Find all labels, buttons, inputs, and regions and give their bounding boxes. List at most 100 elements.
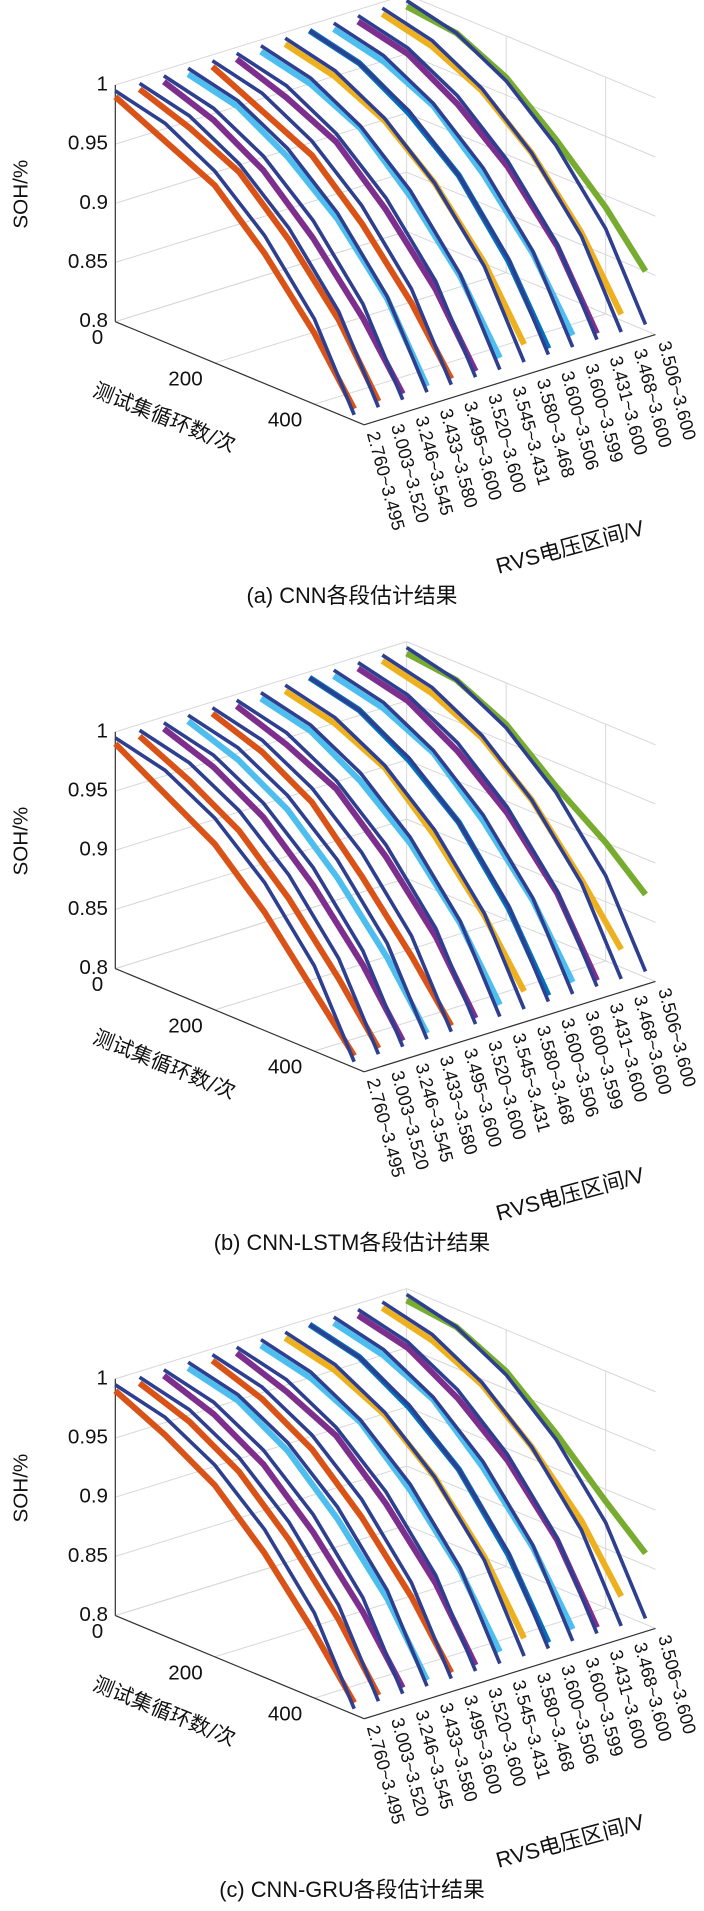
reference-line [308, 676, 551, 1003]
reference-line [211, 706, 453, 1033]
x-tick-label: 0 [92, 326, 103, 349]
reference-line [162, 1368, 405, 1695]
y-axis-label: RVS电压区间/V [493, 1809, 647, 1873]
reference-line [332, 668, 575, 995]
grid-line [115, 1465, 407, 1557]
reference-line [308, 29, 551, 356]
caption: (a) CNN各段估计结果 [246, 583, 457, 608]
estimate-line [162, 79, 406, 396]
panel: 0.80.850.90.95102004002.760~3.4953.003~3… [9, 1288, 700, 1902]
reference-line [284, 1330, 526, 1657]
z-tick-label: 0.9 [79, 1485, 108, 1508]
grid-line [115, 0, 392, 86]
panel: 0.80.850.90.95102004002.760~3.4953.003~3… [9, 0, 700, 608]
reference-line [381, 653, 623, 980]
z-tick-label: 0.9 [79, 191, 108, 214]
estimate-line [137, 733, 382, 1050]
estimate-line [405, 650, 648, 897]
estimate-line [186, 1365, 430, 1682]
grid-line [115, 171, 407, 263]
z-tick-label: 0.95 [68, 132, 108, 155]
grid-line [418, 0, 656, 99]
grid-line [406, 171, 656, 276]
reference-line [162, 74, 405, 401]
y-axis-label: RVS电压区间/V [493, 1162, 647, 1226]
reference-line [235, 1345, 478, 1672]
grid-line [406, 641, 656, 746]
reference-line [211, 59, 453, 386]
reference-line [284, 36, 526, 363]
reference-line [381, 6, 623, 333]
reference-line [187, 1360, 429, 1687]
estimate-line [210, 1358, 454, 1675]
z-axis-label: SOH/% [9, 807, 32, 876]
x-tick-label: 200 [168, 1014, 202, 1037]
x-tick-label: 0 [92, 1620, 103, 1643]
y-axis [363, 333, 656, 426]
z-tick-label: 0.8 [79, 956, 108, 979]
x-tick-label: 400 [268, 1703, 302, 1726]
estimate-line [186, 718, 430, 1035]
grid-line [406, 818, 656, 923]
caption: (c) CNN-GRU各段估计结果 [219, 1877, 485, 1902]
x-axis [115, 1615, 365, 1720]
panel: 0.80.850.90.95102004002.760~3.4953.003~3… [9, 641, 700, 1255]
z-tick-label: 0.95 [68, 779, 108, 802]
reference-line [357, 1308, 599, 1635]
x-axis-label: 测试集循环数/次 [90, 1025, 239, 1104]
x-axis-label: 测试集循环数/次 [90, 378, 239, 457]
reference-line [235, 51, 478, 378]
reference-line [138, 1375, 381, 1702]
x-tick-label: 400 [268, 1056, 302, 1079]
reference-line [138, 728, 381, 1055]
x-tick-label: 200 [168, 367, 202, 390]
z-tick-label: 0.95 [68, 1426, 108, 1449]
estimate-line [137, 86, 382, 403]
grid-line [115, 700, 407, 792]
grid-line [314, 1607, 606, 1699]
estimate-line [162, 1373, 406, 1690]
estimate-line [113, 1388, 357, 1705]
reference-line [259, 44, 502, 371]
estimate-line [210, 64, 454, 381]
reference-line [332, 1315, 575, 1642]
reference-line [211, 1353, 453, 1680]
x-axis [115, 321, 365, 426]
estimate-line [234, 703, 479, 1020]
z-tick-label: 0.8 [79, 1603, 108, 1626]
reference-line [259, 1338, 502, 1665]
caption: (b) CNN-LSTM各段估计结果 [214, 1230, 491, 1255]
estimate-line [210, 711, 454, 1028]
x-tick-label: 200 [168, 1661, 202, 1684]
z-tick-label: 0.85 [68, 897, 108, 920]
reference-line [357, 661, 599, 988]
reference-line [284, 683, 526, 1010]
x-tick-label: 0 [92, 973, 103, 996]
z-tick-label: 0.85 [68, 250, 108, 273]
reference-line [114, 89, 356, 416]
grid-line [406, 1288, 656, 1393]
estimate-line [405, 3, 649, 273]
reference-line [114, 736, 356, 1063]
grid-line [115, 641, 407, 733]
estimate-line [113, 741, 357, 1058]
reference-line [259, 691, 502, 1018]
estimate-line [162, 726, 406, 1043]
reference-line [405, 646, 648, 973]
x-tick-label: 400 [268, 409, 302, 432]
estimate-line [234, 56, 479, 373]
reference-line [138, 81, 381, 408]
x-axis [115, 968, 365, 1073]
x-axis-label: 测试集循环数/次 [90, 1672, 239, 1751]
grid-line [314, 313, 606, 405]
grid-line [406, 1465, 656, 1570]
z-tick-label: 1 [97, 1366, 108, 1389]
z-tick-label: 1 [97, 72, 108, 95]
z-axis-label: SOH/% [9, 1454, 32, 1523]
grid-line [314, 960, 606, 1052]
estimate-line [137, 1380, 382, 1697]
reference-line [187, 66, 429, 393]
figure-body: 0.80.850.90.95102004002.760~3.4953.003~3… [9, 0, 700, 1902]
reference-line [357, 14, 599, 341]
